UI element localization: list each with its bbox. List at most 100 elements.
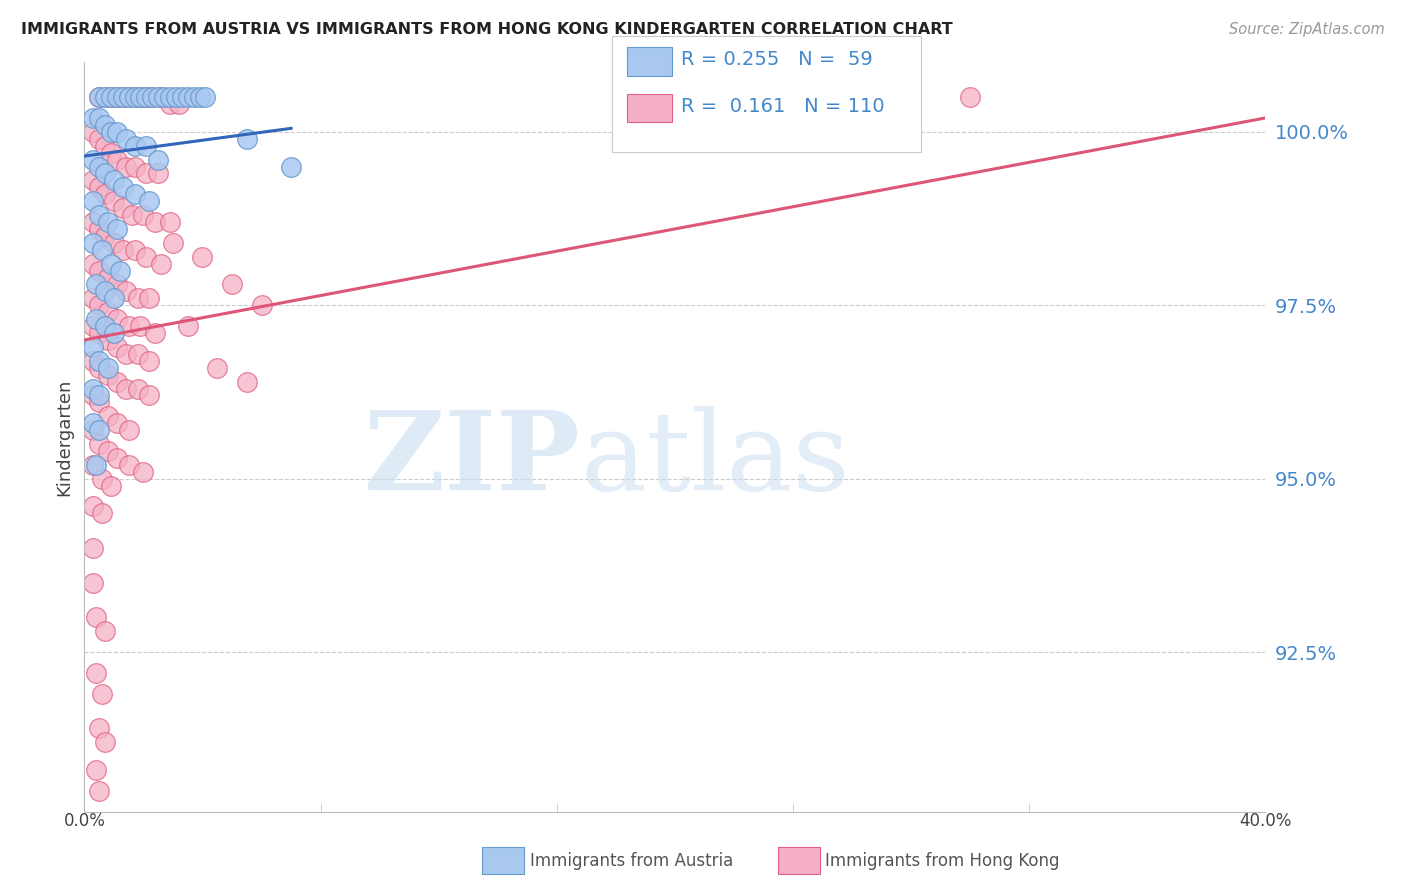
Point <box>135 138 157 153</box>
Point <box>94 118 117 132</box>
Point <box>82 173 104 187</box>
Point <box>82 235 104 250</box>
Point <box>97 444 120 458</box>
Point <box>135 166 157 180</box>
Point <box>84 763 107 777</box>
Point <box>129 90 152 104</box>
Point <box>84 312 107 326</box>
Point <box>87 208 111 222</box>
Point <box>100 145 122 160</box>
Point <box>124 187 146 202</box>
Point <box>82 416 104 430</box>
Point <box>82 111 104 125</box>
Point <box>143 326 166 340</box>
Point <box>111 90 134 104</box>
Text: Source: ZipAtlas.com: Source: ZipAtlas.com <box>1229 22 1385 37</box>
Point <box>105 375 128 389</box>
Point <box>84 277 107 292</box>
Point <box>124 138 146 153</box>
Point <box>103 194 125 209</box>
Point <box>100 257 122 271</box>
Point <box>91 472 114 486</box>
Text: IMMIGRANTS FROM AUSTRIA VS IMMIGRANTS FROM HONG KONG KINDERGARTEN CORRELATION CH: IMMIGRANTS FROM AUSTRIA VS IMMIGRANTS FR… <box>21 22 953 37</box>
Point <box>82 340 104 354</box>
Point <box>150 90 173 104</box>
Point <box>138 388 160 402</box>
Text: 40.0%: 40.0% <box>1239 812 1292 830</box>
Point <box>118 90 141 104</box>
Point <box>94 138 117 153</box>
Point <box>91 687 114 701</box>
Point <box>82 388 104 402</box>
Point <box>105 125 128 139</box>
Point <box>82 458 104 472</box>
Point <box>194 90 217 104</box>
Point <box>153 90 176 104</box>
Point <box>114 160 136 174</box>
Point <box>100 125 122 139</box>
Point <box>170 90 193 104</box>
Point <box>97 360 120 375</box>
Point <box>82 541 104 555</box>
Point <box>127 382 149 396</box>
Text: R =  0.161   N = 110: R = 0.161 N = 110 <box>681 96 884 116</box>
Point <box>105 90 128 104</box>
Point <box>82 291 104 305</box>
Point <box>94 735 117 749</box>
Point <box>82 215 104 229</box>
Point <box>94 228 117 243</box>
Point <box>87 298 111 312</box>
Point <box>118 90 141 104</box>
Point <box>87 423 111 437</box>
Point <box>87 132 111 146</box>
Point <box>103 173 125 187</box>
Point <box>97 215 120 229</box>
Point <box>94 285 117 299</box>
Text: ZIP: ZIP <box>364 406 581 513</box>
Point <box>124 90 146 104</box>
Point <box>159 90 181 104</box>
Point <box>167 97 190 112</box>
Point <box>97 368 120 382</box>
Point <box>135 90 157 104</box>
Point <box>94 624 117 639</box>
Point <box>100 90 122 104</box>
Point <box>97 270 120 285</box>
Point <box>103 235 125 250</box>
Point <box>124 90 146 104</box>
Point <box>82 353 104 368</box>
Point <box>118 319 141 334</box>
Point <box>87 784 111 798</box>
Point <box>135 250 157 264</box>
Point <box>159 215 181 229</box>
Point <box>124 160 146 174</box>
Point <box>94 319 117 334</box>
Point <box>138 353 160 368</box>
Point <box>87 388 111 402</box>
Point <box>105 90 128 104</box>
Point <box>94 166 117 180</box>
Point <box>87 395 111 409</box>
Point <box>177 319 200 334</box>
Point <box>82 423 104 437</box>
Point <box>105 450 128 465</box>
Text: R = 0.255   N =  59: R = 0.255 N = 59 <box>681 50 872 70</box>
Point <box>177 90 200 104</box>
Point <box>159 97 181 112</box>
Point <box>118 458 141 472</box>
Point <box>207 360 229 375</box>
Point <box>87 222 111 236</box>
Text: Immigrants from Hong Kong: Immigrants from Hong Kong <box>825 852 1060 870</box>
Point <box>82 194 104 209</box>
Point <box>162 235 184 250</box>
Point <box>105 222 128 236</box>
Point <box>103 326 125 340</box>
Point <box>148 166 170 180</box>
Point <box>105 416 128 430</box>
Point <box>87 90 111 104</box>
Point <box>84 665 107 680</box>
Point <box>111 90 134 104</box>
Point <box>114 132 136 146</box>
Point <box>91 507 114 521</box>
Text: Immigrants from Austria: Immigrants from Austria <box>530 852 734 870</box>
